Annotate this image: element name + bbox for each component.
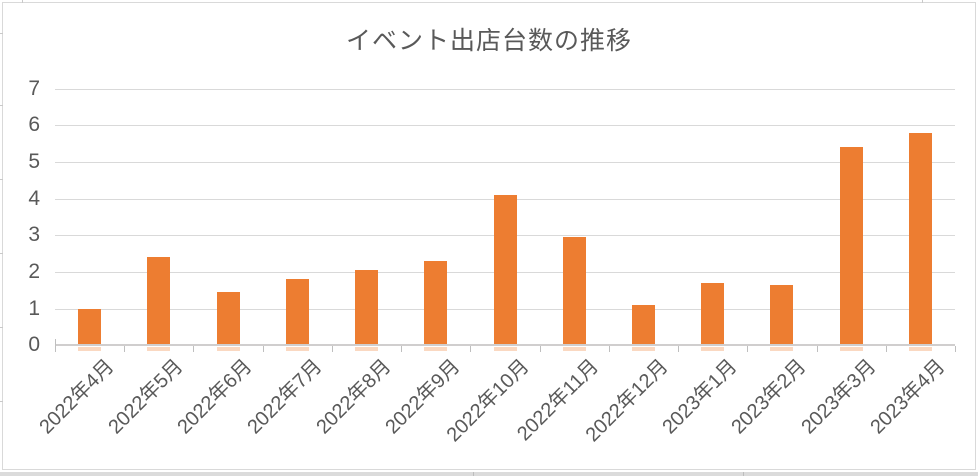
bar bbox=[285, 279, 309, 346]
y-axis-label: 0 bbox=[28, 333, 40, 357]
y-axis-label: 3 bbox=[28, 223, 40, 247]
sheet-grid-row-tick bbox=[0, 179, 3, 180]
grid-line bbox=[55, 89, 955, 90]
bar-base-glow bbox=[701, 346, 725, 351]
y-axis-label: 7 bbox=[28, 76, 40, 100]
x-axis-label: 2022年6月 bbox=[173, 355, 257, 439]
bar-base-glow bbox=[78, 346, 102, 351]
bar-base-glow bbox=[216, 346, 240, 351]
chart-title: イベント出店台数の推移 bbox=[345, 27, 632, 55]
sheet-grid-row-tick bbox=[0, 401, 3, 402]
axis-tick bbox=[193, 346, 195, 352]
sheet-grid-row-tick bbox=[0, 253, 3, 254]
x-axis-label: 2023年2月 bbox=[727, 355, 811, 439]
x-axis-label: 2022年4月 bbox=[35, 355, 119, 439]
bar bbox=[355, 270, 379, 346]
axis-tick bbox=[678, 346, 680, 352]
y-axis-label: 4 bbox=[28, 186, 40, 210]
x-axis-line bbox=[55, 344, 955, 347]
bar bbox=[770, 284, 794, 346]
axis-tick bbox=[55, 339, 56, 352]
axis-tick bbox=[608, 346, 610, 352]
axis-tick bbox=[331, 346, 333, 352]
sheet-grid-top-tick bbox=[22, 0, 23, 3]
sheet-row-band bbox=[0, 472, 978, 476]
bar-base-glow bbox=[355, 346, 379, 351]
x-axis-label: 2023年3月 bbox=[796, 355, 881, 439]
axis-tick bbox=[955, 346, 956, 352]
sheet-grid-row-tick bbox=[0, 327, 3, 328]
y-axis-label: 1 bbox=[28, 296, 40, 320]
bar-base-glow bbox=[839, 346, 863, 351]
y-axis-label: 6 bbox=[28, 113, 40, 137]
axis-tick bbox=[470, 346, 472, 352]
axis-tick bbox=[124, 346, 126, 352]
bar bbox=[908, 132, 932, 346]
bar bbox=[701, 282, 725, 346]
grid-line bbox=[55, 162, 955, 163]
x-axis-label: 2022年5月 bbox=[104, 355, 188, 439]
axis-tick bbox=[262, 346, 264, 352]
sheet-column-notch bbox=[743, 472, 744, 476]
axis-tick bbox=[539, 346, 541, 352]
sheet-grid-row-tick bbox=[0, 105, 3, 106]
axis-tick bbox=[401, 346, 403, 352]
bar-base-glow bbox=[147, 346, 171, 351]
grid-line bbox=[55, 125, 955, 126]
bar-base-glow bbox=[493, 346, 517, 351]
bar bbox=[424, 260, 448, 346]
sheet-column-notch bbox=[473, 472, 474, 476]
bar-base-glow bbox=[631, 346, 655, 351]
bar bbox=[78, 308, 102, 346]
sheet-grid-row-tick bbox=[0, 33, 3, 34]
bar bbox=[216, 292, 240, 346]
bar bbox=[147, 257, 171, 346]
bar-base-glow bbox=[908, 346, 932, 351]
y-axis-label: 2 bbox=[28, 259, 40, 283]
bar bbox=[839, 147, 863, 346]
bar bbox=[631, 304, 655, 346]
bar bbox=[493, 194, 517, 346]
axis-tick bbox=[747, 346, 749, 352]
bar-base-glow bbox=[770, 346, 794, 351]
axis-tick bbox=[816, 346, 818, 352]
x-axis-label: 2022年7月 bbox=[242, 355, 327, 439]
chart-frame bbox=[2, 2, 976, 470]
bar-base-glow bbox=[285, 346, 309, 351]
axis-tick bbox=[885, 346, 887, 352]
sheet-grid-top-tick bbox=[922, 0, 923, 3]
bar-base-glow bbox=[562, 346, 586, 351]
bar bbox=[562, 237, 586, 346]
y-axis-label: 5 bbox=[28, 149, 40, 173]
bar-base-glow bbox=[424, 346, 448, 351]
